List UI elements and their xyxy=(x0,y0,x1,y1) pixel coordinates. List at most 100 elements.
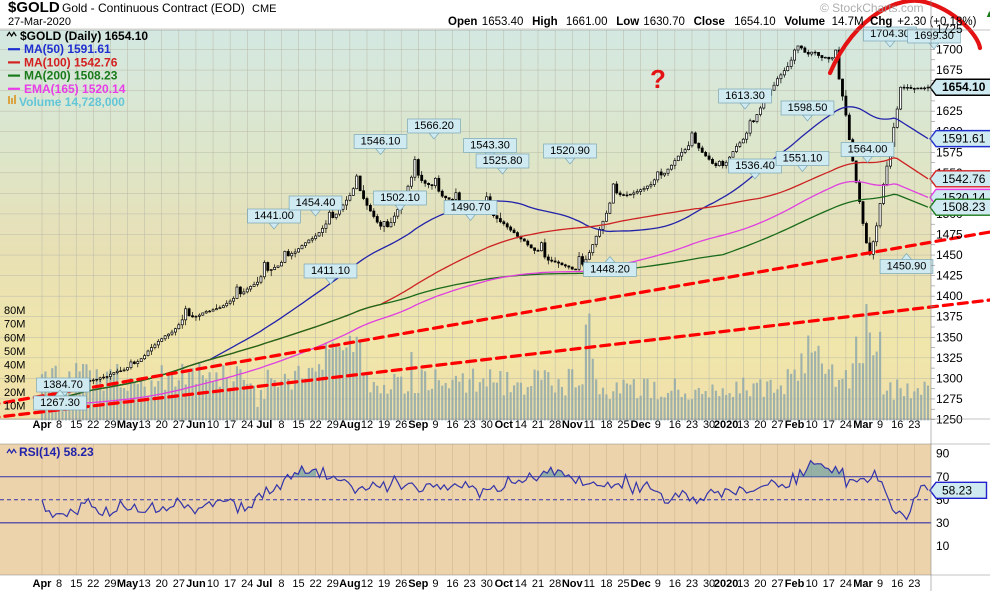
svg-text:80M: 80M xyxy=(4,305,25,317)
svg-text:23: 23 xyxy=(908,578,920,590)
svg-text:17: 17 xyxy=(224,578,236,590)
svg-text:1502.10: 1502.10 xyxy=(380,192,420,204)
svg-text:27: 27 xyxy=(771,419,783,431)
svg-text:Chg: Chg xyxy=(870,16,892,28)
svg-text:Mar: Mar xyxy=(853,578,873,590)
svg-text:29: 29 xyxy=(104,578,116,590)
svg-text:1275: 1275 xyxy=(936,392,963,406)
svg-text:70M: 70M xyxy=(4,319,25,331)
svg-text:29: 29 xyxy=(104,419,116,431)
svg-text:19: 19 xyxy=(378,578,390,590)
svg-text:10: 10 xyxy=(207,419,219,431)
svg-text:1425: 1425 xyxy=(936,269,963,283)
svg-text:26: 26 xyxy=(395,419,407,431)
svg-text:23: 23 xyxy=(463,419,475,431)
svg-text:30M: 30M xyxy=(4,373,25,385)
svg-text:11: 11 xyxy=(584,578,595,590)
svg-text:May: May xyxy=(117,419,139,431)
svg-text:20: 20 xyxy=(156,578,168,590)
svg-text:?: ? xyxy=(650,64,666,94)
svg-text:Open: Open xyxy=(448,16,477,28)
svg-text:29: 29 xyxy=(327,419,339,431)
svg-text:9: 9 xyxy=(877,578,883,590)
svg-text:1454.40: 1454.40 xyxy=(296,197,336,209)
svg-text:26: 26 xyxy=(395,578,407,590)
svg-text:21: 21 xyxy=(532,419,544,431)
svg-text:24: 24 xyxy=(241,419,253,431)
svg-text:17: 17 xyxy=(823,419,835,431)
svg-text:22: 22 xyxy=(87,419,99,431)
svg-text:May: May xyxy=(117,578,139,590)
svg-text:23: 23 xyxy=(463,578,475,590)
svg-text:16: 16 xyxy=(446,419,458,431)
svg-text:Sep: Sep xyxy=(408,578,428,590)
svg-text:1543.30: 1543.30 xyxy=(470,140,510,152)
svg-text:20M: 20M xyxy=(4,387,25,399)
svg-text:1350: 1350 xyxy=(936,330,963,344)
svg-text:1525.80: 1525.80 xyxy=(483,155,523,167)
svg-text:Aug: Aug xyxy=(339,578,360,590)
svg-text:1520.90: 1520.90 xyxy=(550,145,590,157)
svg-text:Mar: Mar xyxy=(853,419,873,431)
svg-text:MA(50) 1591.61: MA(50) 1591.61 xyxy=(24,42,111,56)
svg-text:18: 18 xyxy=(600,419,612,431)
svg-text:1653.40: 1653.40 xyxy=(482,16,524,28)
svg-text:EMA(165) 1520.14: EMA(165) 1520.14 xyxy=(24,82,126,96)
svg-text:24: 24 xyxy=(840,578,852,590)
svg-text:22: 22 xyxy=(310,419,322,431)
svg-text:Nov: Nov xyxy=(562,419,584,431)
svg-text:22: 22 xyxy=(87,578,99,590)
svg-text:Feb: Feb xyxy=(785,419,805,431)
svg-text:20: 20 xyxy=(754,578,766,590)
svg-text:21: 21 xyxy=(532,578,544,590)
svg-text:2020: 2020 xyxy=(714,419,738,431)
svg-text:1654.10: 1654.10 xyxy=(734,16,776,28)
svg-text:1400: 1400 xyxy=(936,289,963,303)
svg-text:16: 16 xyxy=(446,578,458,590)
svg-text:1267.30: 1267.30 xyxy=(40,397,80,409)
svg-text:13: 13 xyxy=(139,578,151,590)
svg-text:Gold - Continuous Contract (EO: Gold - Continuous Contract (EOD) xyxy=(62,1,245,15)
svg-text:20: 20 xyxy=(754,419,766,431)
svg-text:20: 20 xyxy=(156,419,168,431)
svg-text:29: 29 xyxy=(327,578,339,590)
svg-text:16: 16 xyxy=(891,578,903,590)
svg-text:1441.00: 1441.00 xyxy=(254,210,294,222)
svg-text:9: 9 xyxy=(655,578,661,590)
svg-text:10: 10 xyxy=(936,539,950,553)
svg-text:1300: 1300 xyxy=(936,371,963,385)
svg-text:27: 27 xyxy=(173,578,185,590)
svg-text:1613.30: 1613.30 xyxy=(725,90,765,102)
svg-text:8: 8 xyxy=(278,419,284,431)
svg-text:1564.00: 1564.00 xyxy=(848,144,888,156)
svg-text:27-Mar-2020: 27-Mar-2020 xyxy=(8,16,71,28)
svg-text:16: 16 xyxy=(669,578,681,590)
svg-text:8: 8 xyxy=(56,419,62,431)
svg-text:1566.20: 1566.20 xyxy=(414,120,454,132)
svg-text:19: 19 xyxy=(378,419,390,431)
svg-text:1450.90: 1450.90 xyxy=(887,261,927,273)
svg-text:Jul: Jul xyxy=(256,419,272,431)
svg-text:Dec: Dec xyxy=(631,419,651,431)
svg-text:10M: 10M xyxy=(4,401,25,413)
svg-text:22: 22 xyxy=(310,578,322,590)
svg-text:Apr: Apr xyxy=(33,419,53,431)
svg-text:15: 15 xyxy=(70,578,82,590)
svg-text:30: 30 xyxy=(936,516,950,530)
svg-text:15: 15 xyxy=(292,578,304,590)
svg-text:15: 15 xyxy=(292,419,304,431)
svg-text:25: 25 xyxy=(617,578,629,590)
svg-text:12: 12 xyxy=(361,419,373,431)
svg-text:$GOLD: $GOLD xyxy=(8,0,60,16)
svg-text:MA(200) 1508.23: MA(200) 1508.23 xyxy=(24,69,118,83)
svg-text:15: 15 xyxy=(70,419,82,431)
svg-text:90: 90 xyxy=(936,447,950,461)
svg-text:14: 14 xyxy=(515,578,527,590)
svg-text:1508.23: 1508.23 xyxy=(942,200,986,214)
svg-text:14.7M: 14.7M xyxy=(832,16,864,28)
svg-text:1551.10: 1551.10 xyxy=(783,153,823,165)
svg-text:24: 24 xyxy=(840,419,852,431)
svg-text:1591.61: 1591.61 xyxy=(942,132,986,146)
svg-text:MA(100) 1542.76: MA(100) 1542.76 xyxy=(24,55,118,69)
svg-text:Apr: Apr xyxy=(33,578,53,590)
